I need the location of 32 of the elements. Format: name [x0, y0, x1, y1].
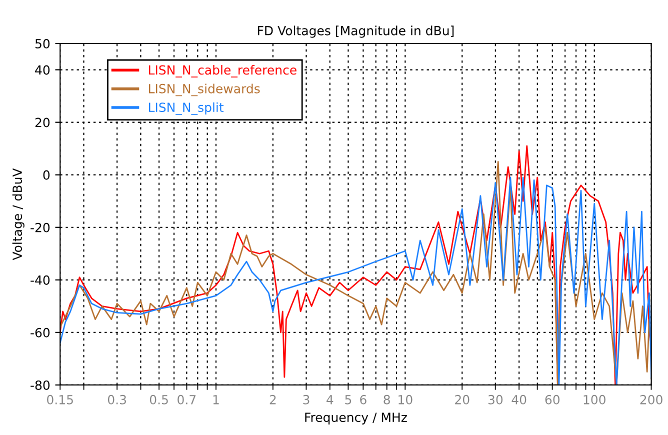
y-tick-label: -40 [30, 275, 50, 285]
y-tick-label: 20 [35, 118, 50, 128]
x-tick-label: 1 [213, 395, 219, 404]
x-axis-title: Frequency / MHz [305, 412, 407, 424]
x-tick-label: 0.5 [150, 394, 168, 404]
y-tick-label: -80 [30, 380, 50, 390]
x-tick-label: 0.15 [47, 394, 73, 404]
x-tick-label: 2 [270, 394, 276, 404]
x-tick-label: 40 [512, 394, 526, 404]
x-tick-label: 4 [326, 395, 334, 404]
x-tick-label: 20 [455, 394, 470, 404]
x-tick-label: 3 [303, 394, 310, 404]
y-tick-label: 40 [35, 65, 50, 75]
y-tick-label: -60 [30, 328, 50, 338]
x-tick-label: 5 [345, 395, 352, 404]
x-tick-label: 30 [488, 394, 503, 404]
x-tick-label: 60 [545, 394, 560, 404]
legend-label: LISN_N_sidewards [148, 84, 260, 96]
x-tick-label: 0.7 [178, 394, 196, 404]
y-tick-label: -20 [30, 222, 50, 232]
chart-title: FD Voltages [Magnitude in dBu] [258, 26, 454, 38]
legend-label: LISN_N_cable_reference [148, 64, 296, 78]
y-tick-label: 0 [43, 170, 50, 180]
legend-label: LISN_N_split [148, 102, 224, 115]
y-axis-title: Voltage / dBuV [12, 168, 24, 260]
y-tick-label: 50 [35, 38, 50, 48]
x-tick-label: 10 [398, 394, 412, 404]
x-tick-label: 0.3 [108, 394, 126, 404]
x-tick-label: 200 [640, 394, 662, 404]
x-tick-label: 8 [384, 394, 390, 404]
x-tick-label: 6 [360, 394, 366, 404]
x-tick-label: 100 [584, 394, 606, 404]
